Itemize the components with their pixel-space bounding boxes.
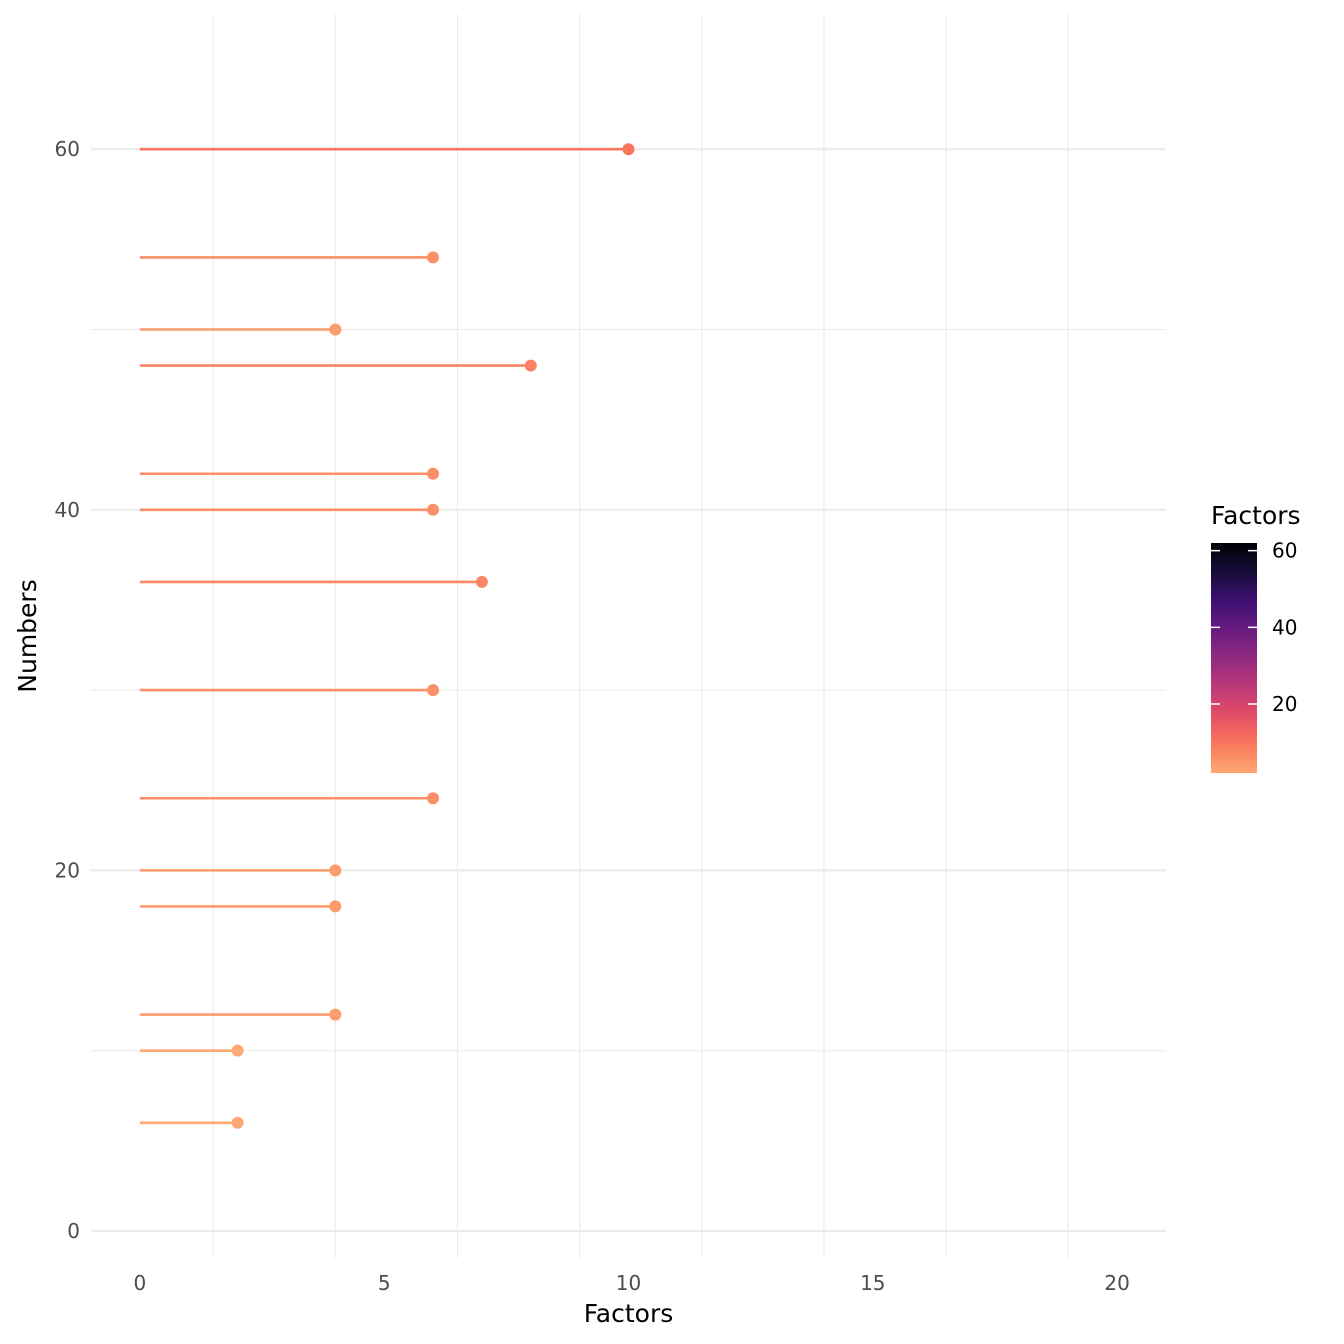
color-legend: Factors 20 40 60 bbox=[1211, 501, 1301, 773]
legend-title: Factors bbox=[1211, 501, 1301, 530]
legend-ticks: 20 40 60 bbox=[1211, 539, 1297, 716]
lollipop-point bbox=[427, 467, 440, 480]
lollipop-point bbox=[427, 792, 440, 805]
y-axis-ticks: 0 20 40 60 bbox=[55, 137, 80, 1243]
lollipop-points bbox=[231, 143, 635, 1129]
grid-lines bbox=[91, 14, 1166, 1258]
x-tick-label: 5 bbox=[378, 1271, 391, 1295]
lollipop-point bbox=[427, 503, 440, 516]
y-axis-title: Numbers bbox=[13, 579, 42, 692]
legend-tick-label: 60 bbox=[1272, 539, 1297, 563]
x-tick-label: 0 bbox=[133, 1271, 146, 1295]
x-tick-label: 15 bbox=[860, 1271, 885, 1295]
x-tick-label: 20 bbox=[1104, 1271, 1129, 1295]
x-axis-ticks: 0 5 10 15 20 bbox=[133, 1271, 1129, 1295]
lollipop-stems bbox=[139, 147, 629, 1125]
lollipop-point bbox=[427, 251, 440, 264]
lollipop-point bbox=[329, 323, 342, 336]
lollipop-point bbox=[475, 575, 488, 588]
lollipop-point bbox=[231, 1116, 244, 1129]
lollipop-point bbox=[329, 900, 342, 913]
y-tick-label: 20 bbox=[55, 858, 80, 882]
lollipop-point bbox=[622, 143, 635, 156]
lollipop-point bbox=[329, 864, 342, 877]
legend-colorbar bbox=[1211, 543, 1257, 773]
legend-tick-label: 20 bbox=[1272, 692, 1297, 716]
lollipop-point bbox=[329, 1008, 342, 1021]
x-tick-label: 10 bbox=[616, 1271, 641, 1295]
y-tick-label: 0 bbox=[67, 1219, 80, 1243]
x-axis-title: Factors bbox=[584, 1299, 674, 1328]
y-tick-label: 40 bbox=[55, 498, 80, 522]
lollipop-point bbox=[427, 684, 440, 697]
lollipop-point bbox=[524, 359, 537, 372]
legend-tick-label: 40 bbox=[1272, 615, 1297, 639]
y-tick-label: 60 bbox=[55, 137, 80, 161]
lollipop-point bbox=[231, 1044, 244, 1057]
